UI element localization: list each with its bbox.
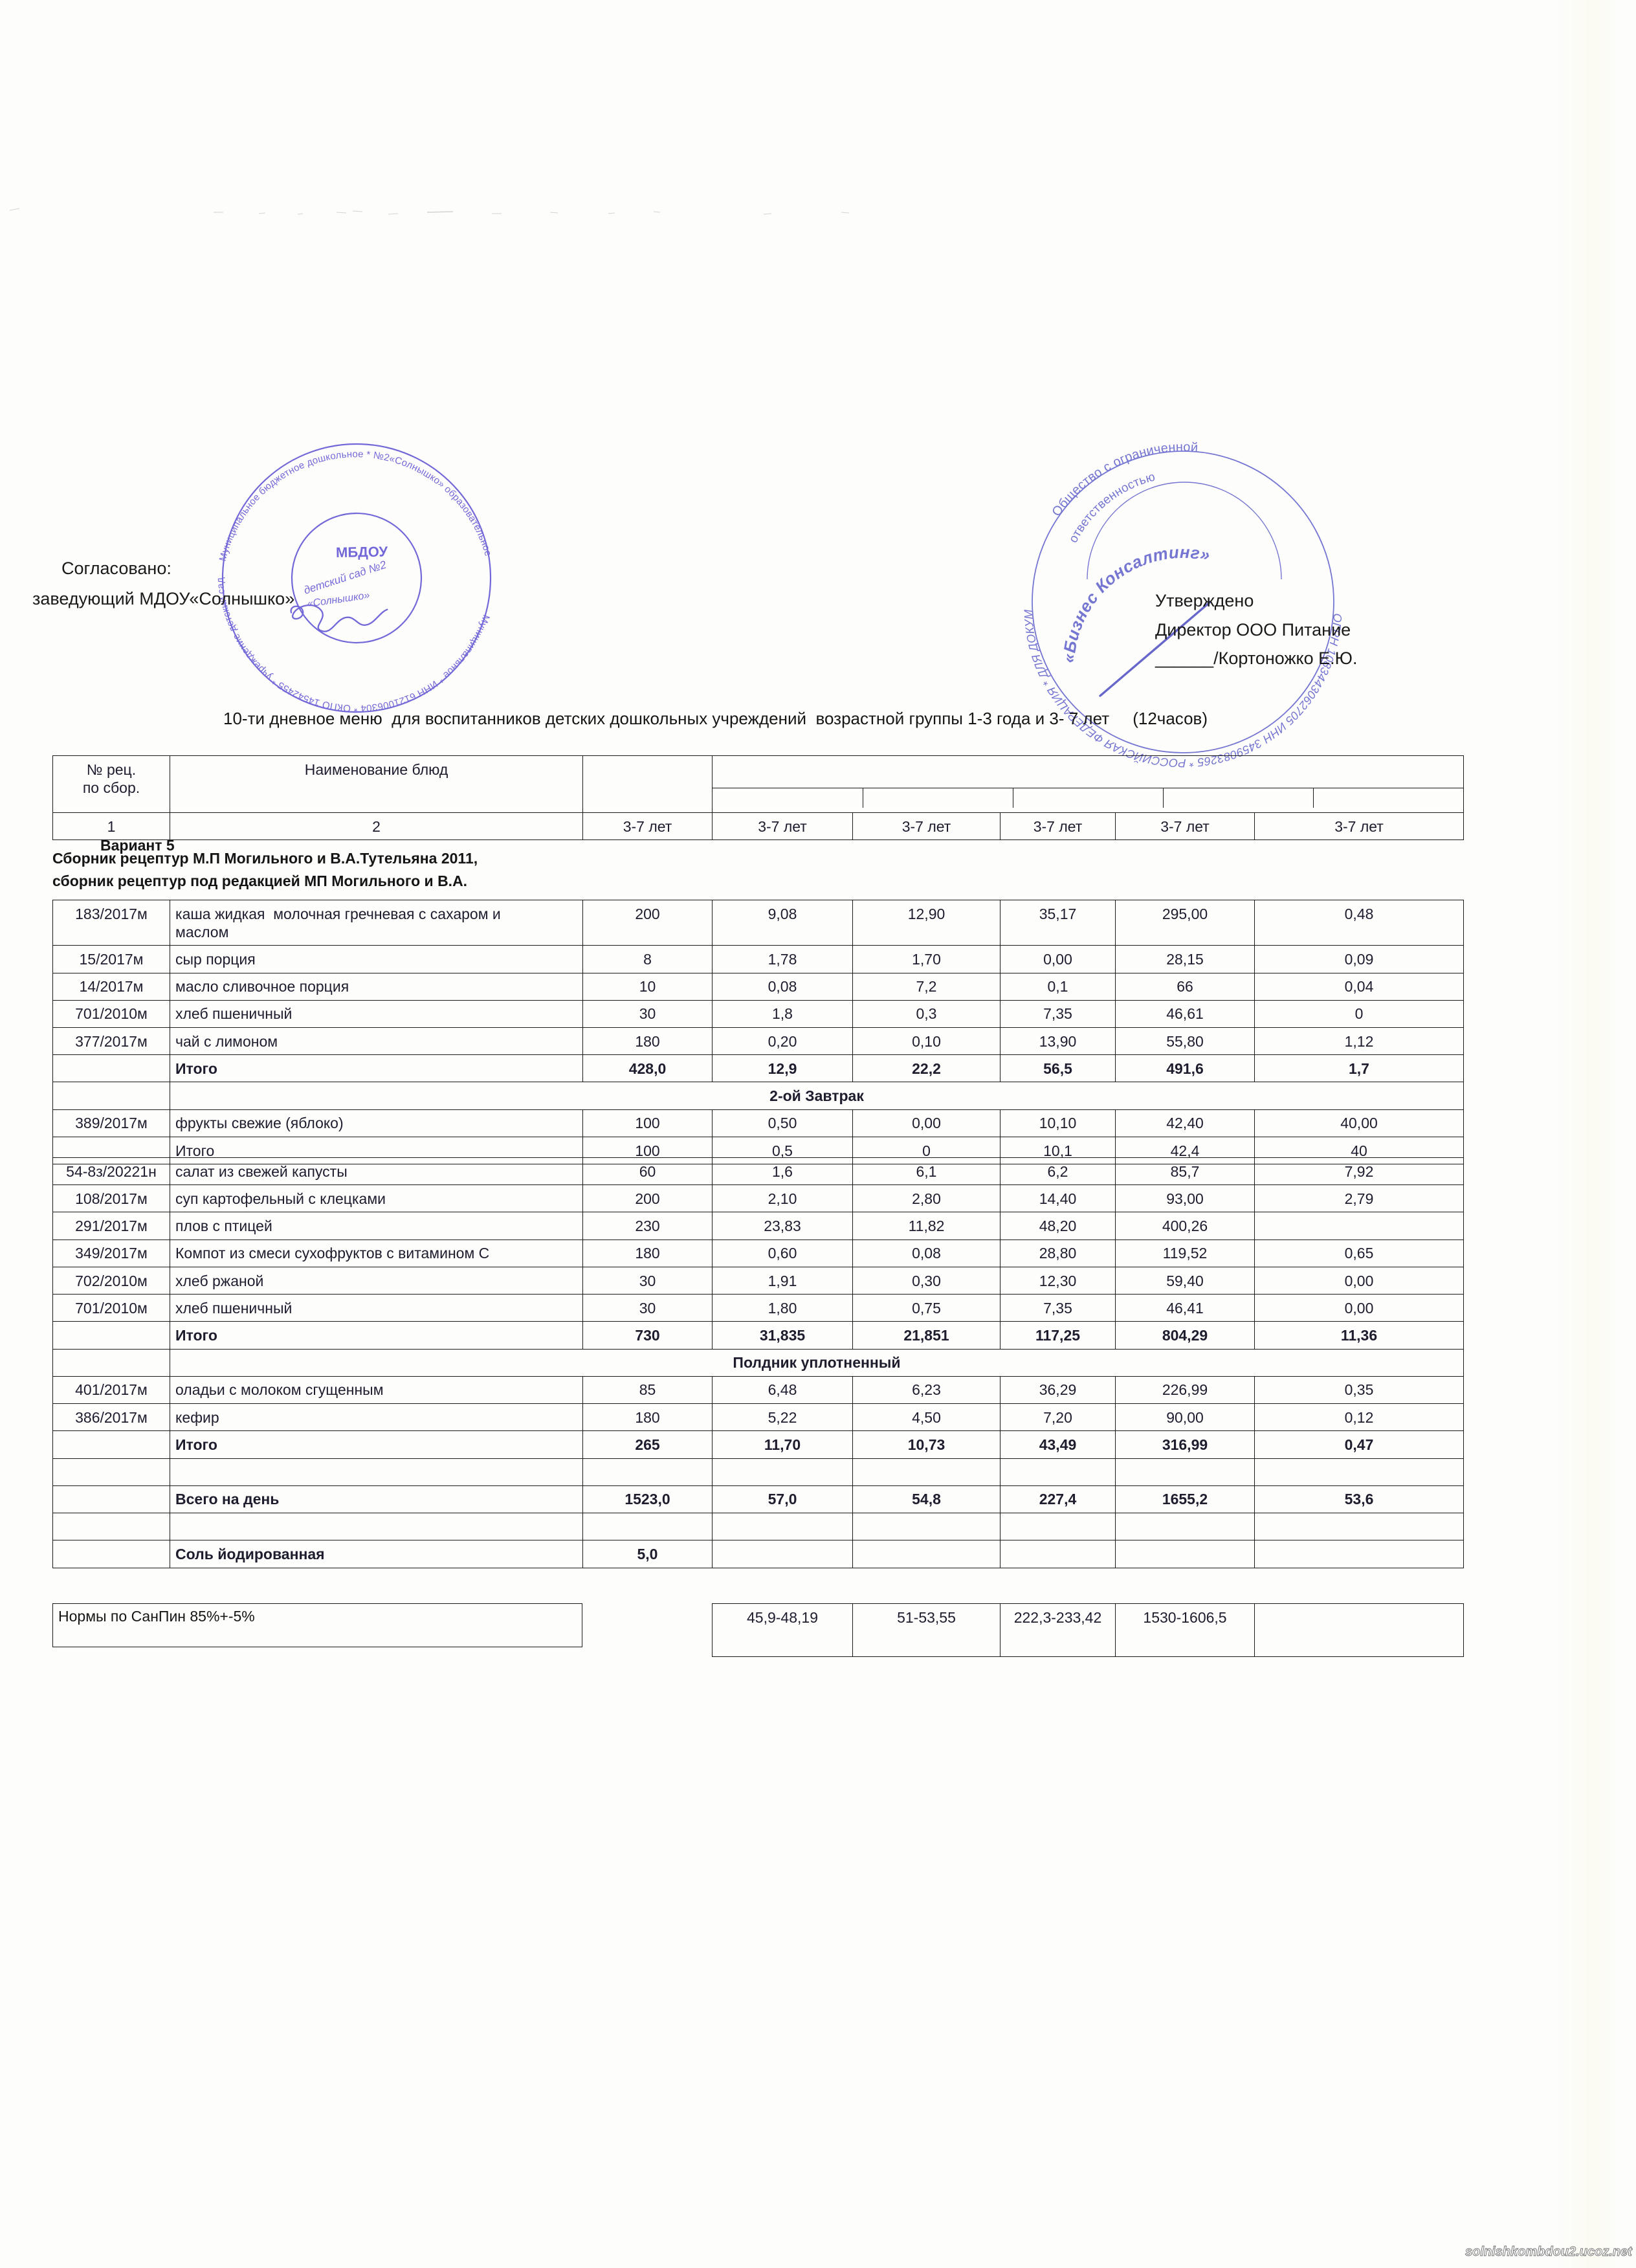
svg-text:МБДОУ: МБДОУ [336, 544, 388, 561]
svg-text:детский сад №2: детский сад №2 [302, 558, 388, 596]
svg-text:Общество с ограниченной: Общество с ограниченной [1049, 440, 1199, 519]
